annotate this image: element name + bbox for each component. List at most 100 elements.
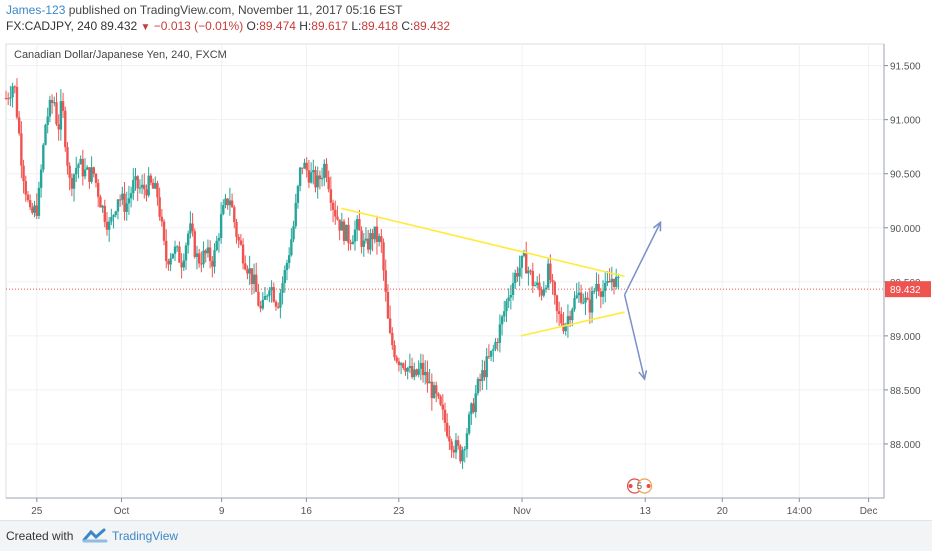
candle-body <box>408 365 412 368</box>
candle-body <box>503 311 506 317</box>
candle-body <box>105 221 109 230</box>
candle-body <box>527 270 530 274</box>
candle-body <box>72 174 76 189</box>
candle-body <box>239 240 243 245</box>
candle-body <box>217 237 221 241</box>
candle-body <box>557 311 561 314</box>
candle-body <box>474 393 477 413</box>
candle-body <box>222 205 225 215</box>
tradingview-brand-link[interactable]: TradingView <box>112 529 179 543</box>
candle-body <box>160 216 164 222</box>
candle-body <box>478 379 482 382</box>
candle-body <box>549 263 552 281</box>
candle-body <box>316 175 319 188</box>
candle-body <box>435 385 438 394</box>
candle-body <box>132 180 135 194</box>
candle-body <box>154 183 157 189</box>
candle-body <box>283 270 286 284</box>
candle-body <box>270 287 273 291</box>
last-price-label: 89.432 <box>890 285 921 296</box>
candle-body <box>90 167 93 182</box>
candle-body <box>406 367 409 372</box>
candle-body <box>393 345 396 358</box>
author-link[interactable]: James-123 <box>6 3 66 17</box>
candle-body <box>612 278 616 287</box>
candle-body <box>28 200 32 208</box>
candle-body <box>445 422 449 437</box>
candle-body <box>6 98 10 100</box>
trendline-lower <box>520 311 625 337</box>
candle-body <box>586 297 589 300</box>
candle-body <box>292 226 295 240</box>
candle-body <box>110 217 113 222</box>
candle-body <box>50 100 54 103</box>
x-tick-label: 25 <box>31 506 43 517</box>
candle-body <box>224 198 227 206</box>
candle-body <box>402 363 405 368</box>
candle-body <box>505 301 508 312</box>
candle-body <box>81 158 85 177</box>
candle-body <box>257 291 260 306</box>
candle-body <box>103 205 106 222</box>
candle-body <box>237 236 240 241</box>
candle-body <box>520 255 524 268</box>
chart-area[interactable]: 91.50091.00090.50090.00089.50089.00088.5… <box>0 38 932 520</box>
candle-body <box>59 101 63 130</box>
candle-body <box>323 163 326 178</box>
candle-body <box>15 86 19 118</box>
candle-body <box>114 211 117 216</box>
candle-body <box>233 207 236 223</box>
candle-body <box>485 356 488 378</box>
candle-body <box>579 292 583 303</box>
candle-body <box>566 316 570 326</box>
candle-body <box>542 289 545 296</box>
candle-body <box>494 341 497 350</box>
x-tick-label: Oct <box>114 506 130 517</box>
candle-body <box>57 124 60 130</box>
candle-body <box>184 245 188 261</box>
candle-body <box>386 291 390 319</box>
candle-body <box>540 289 543 296</box>
candle-body <box>44 124 47 145</box>
candle-body <box>535 282 539 286</box>
candle-body <box>145 189 148 196</box>
candle-body <box>338 219 341 231</box>
candle-body <box>597 283 600 292</box>
tradingview-logo-icon[interactable] <box>82 527 108 543</box>
candle-body <box>415 369 418 375</box>
candle-body <box>571 309 574 321</box>
candle-body <box>424 371 427 376</box>
candle-body <box>413 369 416 378</box>
candle-body <box>432 385 436 399</box>
candle-body <box>20 133 23 166</box>
candle-body <box>380 236 383 243</box>
candle-body <box>171 253 175 259</box>
low-value: 89.418 <box>361 19 399 33</box>
projection-arrowhead-down <box>638 370 648 381</box>
candle-body <box>529 270 532 272</box>
candle-body <box>331 202 335 210</box>
candle-body <box>329 189 333 203</box>
candle-body <box>244 263 247 270</box>
candle-body <box>395 357 398 362</box>
candle-body <box>498 324 502 343</box>
candle-body <box>156 183 159 198</box>
candle-body <box>303 162 306 169</box>
candle-body <box>24 181 27 195</box>
candle-body <box>419 362 423 369</box>
price-chart[interactable]: 91.50091.00090.50090.00089.50089.00088.5… <box>0 38 932 520</box>
y-tick-label: 91.500 <box>890 62 921 73</box>
candle-body <box>182 260 185 268</box>
candle-body <box>525 252 528 274</box>
low-label: L: <box>351 19 362 33</box>
candle-body <box>417 368 420 375</box>
candle-body <box>496 341 499 343</box>
candle-body <box>261 299 265 309</box>
candle-body <box>608 280 611 283</box>
candle-body <box>375 226 379 242</box>
last-price: 89.432 <box>100 19 138 33</box>
change-value: −0.013 (−0.01%) <box>153 19 244 33</box>
candle-body <box>472 403 475 413</box>
candle-body <box>186 233 190 246</box>
x-tick-label: 23 <box>393 506 405 517</box>
